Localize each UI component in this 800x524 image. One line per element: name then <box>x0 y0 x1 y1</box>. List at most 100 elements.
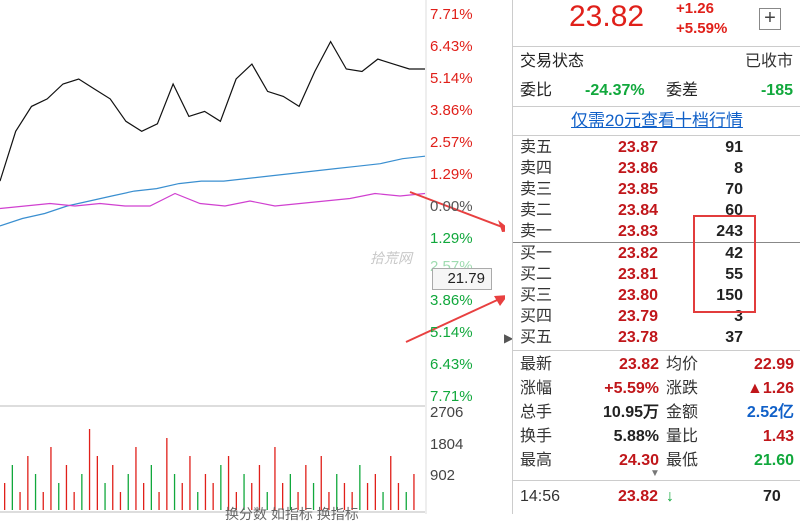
cursor-price-tag: 21.79 <box>432 268 492 290</box>
vol-axis-3: 902 <box>430 467 456 484</box>
volume-bar <box>289 474 291 510</box>
volume-bar <box>212 483 214 510</box>
asks-row[interactable]: 卖一 23.83 243 <box>513 221 800 242</box>
level10-quote-link[interactable]: 仅需20元查看十档行情 <box>571 111 743 130</box>
order-book-divider <box>513 242 800 243</box>
diff-label: 委差 <box>666 82 699 99</box>
volume-bar <box>119 492 122 510</box>
asks-level-label: 卖五 <box>520 139 553 156</box>
stat-value: 10.95万 <box>602 404 659 421</box>
divider <box>513 106 800 107</box>
volume-bar <box>34 474 37 510</box>
volume-bar <box>65 465 68 510</box>
volume-bar <box>11 465 13 510</box>
bottom-tabs[interactable]: 换分数 如指标 换指标 <box>225 506 359 522</box>
asks-volume: 91 <box>725 139 743 156</box>
asks-price: 23.84 <box>617 202 658 219</box>
volume-bar <box>266 492 268 510</box>
bids-volume: 37 <box>725 329 743 346</box>
highlight-box <box>693 215 756 313</box>
asks-row[interactable]: 卖二 23.84 60 <box>513 200 800 221</box>
asks-level-label: 卖二 <box>520 202 553 219</box>
divider <box>513 480 800 481</box>
stat-value: 24.30 <box>618 452 659 469</box>
tick-volume: 70 <box>763 488 781 505</box>
bids-row[interactable]: 买四 23.79 3 <box>513 306 800 327</box>
stat-value: 21.60 <box>753 452 794 469</box>
asks-level-label: 卖一 <box>520 223 553 240</box>
arrow-up <box>405 295 507 343</box>
pct-up-5: 2.57% <box>430 134 473 151</box>
volume-bar <box>143 483 145 510</box>
stats-row: 涨幅 +5.59% 涨跌 ▲1.26 <box>513 377 800 401</box>
pct-up-1: 7.71% <box>430 6 473 23</box>
asks-row[interactable]: 卖五 23.87 91 <box>513 137 800 158</box>
volume-bar <box>305 465 307 510</box>
watermark: 拾荒网 <box>370 250 412 266</box>
collapse-handle-icon[interactable]: ▶ <box>504 331 514 345</box>
volume-bar <box>73 492 75 510</box>
bids-row[interactable]: 买二 23.81 55 <box>513 264 800 285</box>
volume-bar <box>135 447 137 510</box>
ratio-row: 委比 -24.37% 委差 -185 <box>513 79 800 103</box>
change-value: +1.26 <box>676 0 714 17</box>
volume-bar <box>42 492 44 510</box>
asks-price: 23.85 <box>617 181 658 198</box>
volume-bar <box>366 483 369 510</box>
pct-down-5: 6.43% <box>430 356 473 373</box>
volume-bar <box>351 492 353 510</box>
volume-bar <box>197 492 199 510</box>
stat-value: 1.43 <box>762 428 794 445</box>
pct-down-1: 1.29% <box>430 230 473 247</box>
asks-price: 23.83 <box>617 223 658 240</box>
volume-bar <box>343 483 346 510</box>
stat-value: +5.59% <box>604 380 659 397</box>
diff-value: -185 <box>760 82 793 99</box>
bids-row[interactable]: 买五 23.78 37 <box>513 327 800 348</box>
volume-bar <box>382 492 384 510</box>
volume-bar <box>27 456 29 510</box>
trade-status-label: 交易状态 <box>520 53 585 70</box>
asks-row[interactable]: 卖三 23.85 70 <box>513 179 800 200</box>
volume-bar <box>220 465 222 510</box>
stat-label: 总手 <box>520 404 553 421</box>
bids-level-label: 买三 <box>520 287 553 304</box>
divider <box>513 135 800 136</box>
stat-label: 换手 <box>520 428 553 445</box>
asks-volume: 60 <box>725 202 743 219</box>
volume-bar <box>374 474 376 510</box>
asks-volume: 243 <box>716 223 743 240</box>
ratio-value: -24.37% <box>585 82 645 99</box>
add-watchlist-button[interactable]: + <box>759 8 781 30</box>
expand-icon[interactable]: ▼ <box>650 468 660 479</box>
tick-time: 14:56 <box>520 488 561 505</box>
trade-status-value: 已收市 <box>744 53 793 70</box>
asks-row[interactable]: 卖四 23.86 8 <box>513 158 800 179</box>
volume-bar <box>297 492 299 510</box>
arrow-down <box>409 191 511 231</box>
divider <box>513 46 800 47</box>
bids-row[interactable]: 买三 23.80 150 <box>513 285 800 306</box>
chart-canvas <box>0 0 512 514</box>
bids-volume: 150 <box>716 287 743 304</box>
bids-level-label: 买五 <box>520 329 553 346</box>
pct-up-2: 6.43% <box>430 38 473 55</box>
volume-bar <box>282 483 284 510</box>
last-price: 23.82 <box>569 0 645 33</box>
volume-bar <box>127 474 129 510</box>
stat-value: 5.88% <box>613 428 659 445</box>
tick-price: 23.82 <box>618 488 659 505</box>
intraday-chart[interactable]: 7.71% 6.43% 5.14% 3.86% 2.57% 1.29% 0.00… <box>0 0 512 522</box>
stat-value: 22.99 <box>753 356 794 373</box>
bids-row[interactable]: 买一 23.82 42 <box>513 243 800 264</box>
average-price-line <box>0 155 426 227</box>
volume-bar <box>4 483 6 510</box>
asks-volume: 70 <box>725 181 743 198</box>
vol-axis-1: 2706 <box>430 404 464 421</box>
stat-label: 均价 <box>666 356 699 373</box>
volume-bar <box>189 456 191 510</box>
volume-bar <box>312 483 315 510</box>
stat-label: 金额 <box>666 404 699 421</box>
pct-down-3: 3.86% <box>430 292 473 309</box>
stats-row: 最高 24.30 最低 21.60 <box>513 449 800 473</box>
